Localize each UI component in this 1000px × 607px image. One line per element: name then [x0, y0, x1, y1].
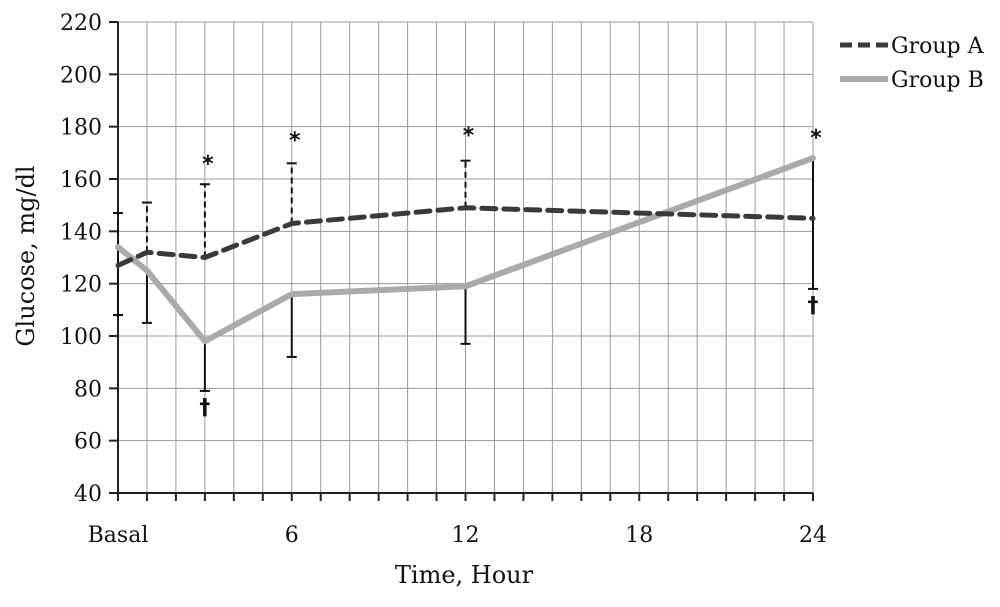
axes: 40 60 80 100 120 140 160 180 200 220 Basal 6 12 18 24 — [60, 11, 827, 548]
significance-asterisk: * — [810, 126, 822, 151]
series-line-group-a — [115, 205, 816, 268]
y-axis-title: Glucose, mg/dl — [12, 165, 40, 346]
y-tick-label: 140 — [60, 220, 102, 245]
y-tick-label: 120 — [60, 273, 102, 298]
y-tick-label: 100 — [60, 325, 102, 350]
significance-annotations: * * * * † † — [199, 123, 822, 420]
series-line-group-b — [115, 155, 816, 345]
y-tick-label: 200 — [60, 63, 102, 88]
y-tick-label: 160 — [60, 168, 102, 193]
x-tick-label: 6 — [285, 523, 299, 548]
significance-asterisk: * — [289, 129, 301, 154]
significance-dagger: † — [199, 396, 210, 421]
y-tick-label: 220 — [60, 11, 102, 36]
y-tick-label: 60 — [74, 430, 102, 455]
x-tick-label: 12 — [452, 523, 480, 548]
significance-asterisk: * — [202, 152, 214, 177]
grid — [118, 21, 814, 494]
significance-dagger: † — [808, 293, 819, 318]
error-bars — [113, 158, 818, 392]
x-tick-label: 24 — [799, 523, 827, 548]
x-axis-title: Time, Hour — [395, 561, 534, 589]
series-lines — [115, 155, 816, 345]
y-tick-label: 40 — [74, 482, 102, 507]
legend-label: Group A — [891, 34, 985, 59]
x-tick-label: 18 — [625, 523, 653, 548]
legend: Group A Group B — [840, 34, 985, 93]
legend-label: Group B — [891, 68, 984, 93]
y-tick-label: 80 — [74, 377, 102, 402]
significance-asterisk: * — [463, 123, 475, 148]
y-tick-label: 180 — [60, 116, 102, 141]
x-tick-label: Basal — [88, 523, 149, 548]
